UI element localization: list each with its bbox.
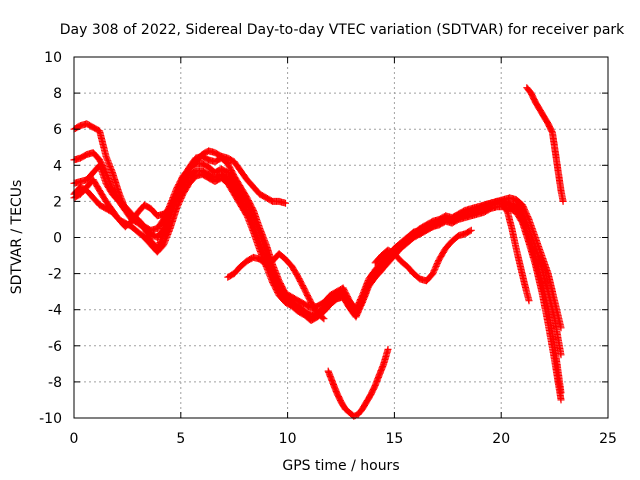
- y-tick-labels: -10 -8 -6 -4 -2 0 2 4 6 8 10: [39, 50, 62, 427]
- series-track-6: [224, 250, 328, 323]
- series-track-7: [371, 226, 475, 285]
- data-point: [536, 246, 544, 253]
- series-track-8: [499, 201, 533, 305]
- y-tick-label: -6: [48, 339, 62, 355]
- data-point: [543, 267, 551, 275]
- y-axis-title: SDTVAR / TECUs: [9, 180, 25, 295]
- data-point: [384, 345, 392, 353]
- data-point: [466, 227, 474, 235]
- data-points: [70, 84, 567, 420]
- data-point: [557, 324, 565, 332]
- axis-ticks: [73, 56, 609, 419]
- data-point: [528, 223, 536, 231]
- data-point: [557, 396, 565, 404]
- data-point: [282, 199, 289, 207]
- x-tick-label: 5: [176, 431, 185, 447]
- series-track-4: [70, 170, 565, 404]
- x-tick-label: 15: [385, 431, 403, 447]
- series-track-10: [523, 84, 567, 205]
- series-track-9: [324, 345, 392, 420]
- y-tick-label: -8: [48, 375, 62, 391]
- x-axis-title: GPS time / hours: [282, 458, 399, 474]
- y-tick-label: 6: [53, 122, 62, 138]
- y-tick-label: -2: [48, 267, 62, 283]
- data-point: [531, 232, 539, 240]
- data-point: [97, 166, 105, 174]
- y-tick-label: 10: [44, 50, 62, 66]
- data-point: [467, 226, 475, 234]
- data-point: [524, 214, 532, 222]
- x-tick-label: 20: [492, 431, 510, 447]
- x-tick-label: 25: [599, 431, 617, 447]
- data-point: [103, 155, 111, 163]
- y-tick-label: 2: [53, 194, 62, 210]
- x-tick-label: 0: [70, 431, 79, 447]
- series-track-5: [70, 147, 289, 231]
- y-tick-label: -10: [39, 411, 62, 427]
- y-tick-label: 0: [53, 231, 62, 247]
- y-tick-label: 8: [53, 86, 62, 102]
- data-point: [320, 315, 328, 323]
- data-point: [538, 253, 546, 261]
- data-point: [559, 197, 567, 205]
- data-point: [557, 351, 565, 359]
- chart-title: Day 308 of 2022, Sidereal Day-to-day VTE…: [60, 22, 625, 38]
- y-tick-label: 4: [53, 158, 62, 174]
- y-tick-label: -4: [48, 303, 62, 319]
- x-tick-label: 10: [279, 431, 297, 447]
- data-point: [525, 297, 533, 305]
- data-point: [319, 314, 327, 322]
- x-tick-labels: 0 5 10 15 20 25: [70, 431, 617, 447]
